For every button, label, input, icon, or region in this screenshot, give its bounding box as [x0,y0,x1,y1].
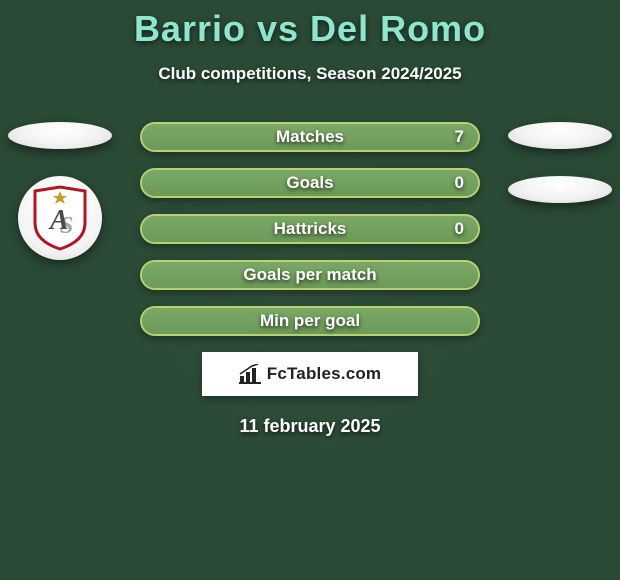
bar-chart-icon [239,364,261,384]
stat-row: Hattricks 0 [140,214,480,244]
vs-text: vs [257,8,299,49]
stat-label: Goals [286,173,333,193]
player-left-photo-placeholder [8,122,112,149]
stat-bars: Matches 7 Goals 0 Hattricks 0 Goals per match M… [140,122,480,336]
player-right-photo-placeholder [508,122,612,149]
attribution-box[interactable]: FcTables.com [202,352,418,396]
club-right-logo-placeholder [508,176,612,203]
club-left-badge: A S [18,176,102,260]
page-title: Barrio vs Del Romo [0,0,620,50]
stat-label: Goals per match [243,265,376,285]
player-right-name: Del Romo [310,8,486,49]
stat-row: Min per goal [140,306,480,336]
svg-text:S: S [60,213,73,239]
date-text: 11 february 2025 [0,416,620,437]
comparison-panel: A S Matches 7 Goals 0 Hattricks 0 Goals per ma… [0,122,620,437]
stat-value: 0 [455,219,464,239]
stat-value: 0 [455,173,464,193]
stat-label: Min per goal [260,311,360,331]
shield-icon: A S [33,185,87,251]
stat-label: Hattricks [274,219,347,239]
subtitle: Club competitions, Season 2024/2025 [0,64,620,84]
stat-row: Goals 0 [140,168,480,198]
stat-row: Goals per match [140,260,480,290]
stat-label: Matches [276,127,344,147]
player-left-name: Barrio [134,8,246,49]
attribution-text: FcTables.com [267,364,382,384]
stat-row: Matches 7 [140,122,480,152]
stat-value: 7 [455,127,464,147]
